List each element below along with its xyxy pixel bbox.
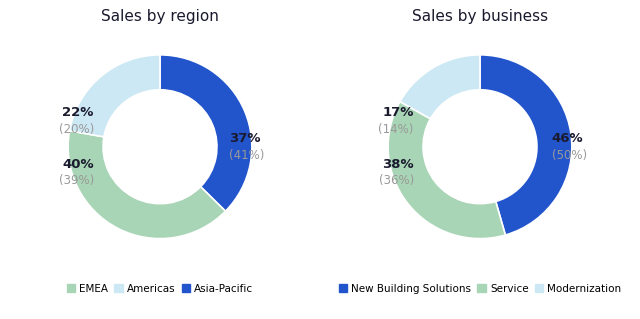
- Wedge shape: [68, 131, 225, 239]
- Legend: New Building Solutions, Service, Modernization: New Building Solutions, Service, Moderni…: [335, 279, 625, 298]
- Text: 38%: 38%: [382, 158, 414, 171]
- Text: (14%): (14%): [378, 123, 414, 136]
- Text: (36%): (36%): [379, 174, 414, 187]
- Text: 40%: 40%: [62, 158, 94, 171]
- Text: 22%: 22%: [63, 106, 94, 119]
- Text: 37%: 37%: [229, 132, 260, 145]
- Title: Sales by business: Sales by business: [412, 9, 548, 24]
- Legend: EMEA, Americas, Asia-Pacific: EMEA, Americas, Asia-Pacific: [63, 279, 257, 298]
- Wedge shape: [400, 55, 480, 119]
- Text: (20%): (20%): [59, 123, 94, 136]
- Wedge shape: [70, 55, 160, 137]
- Text: (41%): (41%): [229, 149, 264, 161]
- Wedge shape: [388, 102, 506, 239]
- Text: 17%: 17%: [383, 106, 414, 119]
- Title: Sales by region: Sales by region: [101, 9, 219, 24]
- Text: (50%): (50%): [552, 149, 587, 161]
- Text: 46%: 46%: [552, 132, 583, 145]
- Text: (39%): (39%): [59, 174, 94, 187]
- Wedge shape: [160, 55, 252, 211]
- Wedge shape: [480, 55, 572, 235]
